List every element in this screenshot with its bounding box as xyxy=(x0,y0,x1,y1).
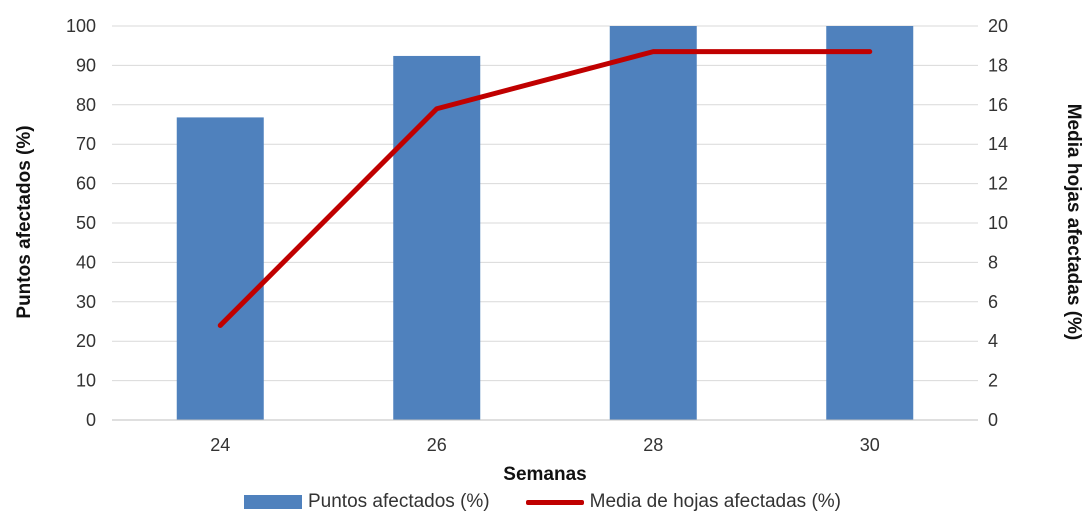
y2-tick-label: 6 xyxy=(988,292,998,312)
y-tick-label: 30 xyxy=(76,292,96,312)
legend-item-line: Media de hojas afectadas (%) xyxy=(525,491,842,513)
y-axis-title: Puntos afectados (%) xyxy=(14,125,35,318)
legend: Puntos afectados (%) Media de hojas afec… xyxy=(0,488,1085,516)
y-tick-label: 70 xyxy=(76,134,96,154)
y-tick-label: 0 xyxy=(86,410,96,430)
y2-tick-label: 8 xyxy=(988,252,998,272)
axes: 0102030405060708090100024681012141618202… xyxy=(66,16,1008,455)
legend-label-line: Media de hojas afectadas (%) xyxy=(589,491,842,512)
x-tick-label: 30 xyxy=(860,435,880,455)
bar xyxy=(826,26,914,420)
bar-series xyxy=(176,26,914,421)
legend-label-bars: Puntos afectados (%) xyxy=(307,491,490,512)
y-tick-label: 10 xyxy=(76,371,96,391)
y2-tick-label: 14 xyxy=(988,134,1008,154)
y2-tick-label: 18 xyxy=(988,55,1008,75)
y-tick-label: 60 xyxy=(76,174,96,194)
y2-tick-label: 2 xyxy=(988,371,998,391)
y-tick-label: 20 xyxy=(76,331,96,351)
y-tick-label: 90 xyxy=(76,55,96,75)
combo-chart: 0102030405060708090100024681012141618202… xyxy=(14,16,1084,485)
legend-line-swatch xyxy=(525,499,584,505)
legend-bar-swatch xyxy=(243,495,302,509)
x-tick-label: 28 xyxy=(643,435,663,455)
y-tick-label: 80 xyxy=(76,95,96,115)
y2-tick-label: 20 xyxy=(988,16,1008,36)
y2-tick-label: 4 xyxy=(988,331,998,351)
x-tick-label: 26 xyxy=(427,435,447,455)
y-tick-label: 50 xyxy=(76,213,96,233)
line-path xyxy=(217,49,873,328)
x-tick-label: 24 xyxy=(210,435,230,455)
bar xyxy=(393,55,481,420)
legend-item-bars: Puntos afectados (%) xyxy=(243,491,490,513)
x-axis-title: Semanas xyxy=(503,464,586,485)
bar xyxy=(176,117,264,421)
line-series xyxy=(217,49,873,328)
y2-axis-title: Media hojas afectadas (%) xyxy=(1063,104,1084,341)
y2-tick-label: 10 xyxy=(988,213,1008,233)
y-tick-label: 100 xyxy=(66,16,96,36)
y2-tick-label: 0 xyxy=(988,410,998,430)
bar xyxy=(609,26,697,420)
y2-tick-label: 16 xyxy=(988,95,1008,115)
y-tick-label: 40 xyxy=(76,252,96,272)
y2-tick-label: 12 xyxy=(988,174,1008,194)
